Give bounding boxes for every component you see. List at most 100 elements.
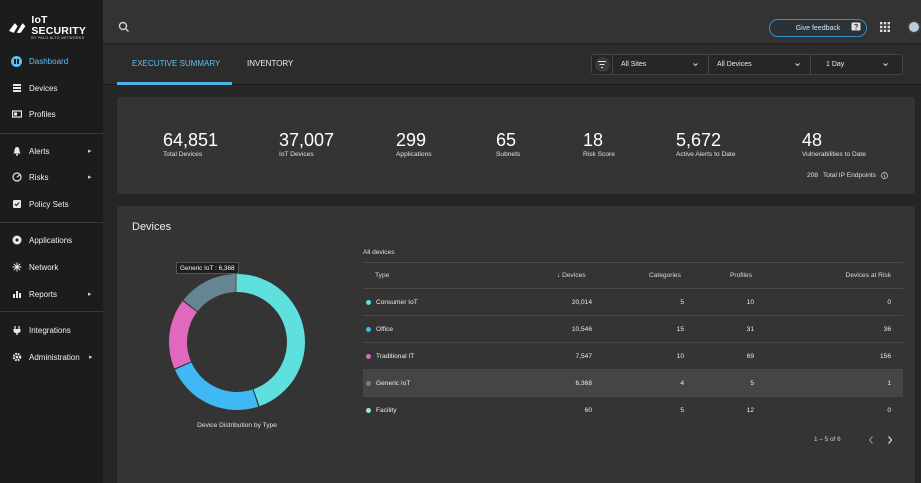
cell-devices: 60: [584, 407, 592, 414]
sidebar-item-devices[interactable]: Devices: [0, 77, 103, 99]
donut-slice-consumer-iot[interactable]: [237, 274, 305, 407]
pagination-range: 1 – 5 of 6: [814, 436, 841, 443]
tab-inventory[interactable]: INVENTORY: [247, 59, 294, 68]
time-range-select[interactable]: 1 Day: [811, 55, 902, 74]
sidebar-item-profiles[interactable]: Profiles: [0, 103, 103, 125]
chevron-down-icon: [795, 63, 800, 67]
cell-type: Facility: [376, 407, 397, 414]
sidebar-divider: [0, 133, 103, 134]
table-row-highlighted[interactable]: Generic IoT 6,368 4 5 1: [363, 370, 903, 397]
cell-type: Office: [376, 326, 394, 333]
legend-dot: [366, 327, 371, 332]
table-row[interactable]: Consumer IoT 20,014 5 10 0: [363, 289, 903, 316]
sidebar-item-label: Profiles: [29, 109, 56, 119]
sidebar-item-network[interactable]: Network: [0, 256, 103, 278]
sidebar-item-applications[interactable]: Applications: [0, 229, 103, 251]
cell-devices-at-risk: 156: [879, 353, 891, 360]
stat-risk-score[interactable]: 18 Risk Score: [583, 131, 615, 158]
integrations-icon: [11, 325, 22, 336]
legend-dot: [366, 300, 371, 305]
sidebar-item-label: Network: [29, 262, 59, 272]
stat-label: Risk Score: [583, 151, 615, 158]
avatar[interactable]: [907, 20, 921, 34]
donut-slice-generic-iot[interactable]: [183, 274, 236, 312]
chevron-right-icon[interactable]: [886, 435, 894, 445]
give-feedback-button[interactable]: Give feedback: [769, 19, 867, 37]
device-type-donut-chart[interactable]: [167, 272, 307, 412]
legend-dot: [366, 381, 371, 386]
cell-profiles: 31: [746, 326, 754, 333]
stat-iot-devices[interactable]: 37,007 IoT Devices: [279, 131, 334, 158]
stat-value: 48: [802, 130, 823, 150]
time-range-select-value: 1 Day: [826, 61, 845, 68]
chart-tooltip: Generic IoT : 6,368: [176, 262, 239, 274]
column-header-type[interactable]: Type: [375, 272, 390, 279]
brand-logo[interactable]: IoT SECURITY BY PALO ALTO NETWORKS: [8, 15, 103, 41]
cell-categories: 4: [680, 380, 684, 387]
stat-value: 65: [496, 130, 517, 150]
stat-applications[interactable]: 299 Applications: [396, 131, 432, 158]
active-tab-indicator: [117, 82, 232, 85]
help-icon[interactable]: [851, 22, 861, 32]
table-row[interactable]: Office 10,546 15 31 36: [363, 316, 903, 343]
cell-categories: 15: [676, 326, 684, 333]
total-ip-endpoints[interactable]: 208 Total IP Endpoints: [807, 172, 888, 179]
column-header-devices-at-risk[interactable]: Devices at Risk: [845, 272, 891, 279]
sidebar-item-label: Reports: [29, 289, 58, 299]
devices-panel-title: Devices: [132, 221, 172, 233]
devices-icon: [11, 83, 22, 94]
search-icon[interactable]: [118, 21, 130, 33]
devices-table: Type ↓ Devices Categories Profiles Devic…: [363, 262, 903, 424]
sidebar: IoT SECURITY BY PALO ALTO NETWORKS Dashb…: [0, 0, 103, 483]
apps-grid-icon[interactable]: [880, 22, 890, 32]
cell-profiles: 12: [746, 407, 754, 414]
legend-dot: [366, 354, 371, 359]
brand-subtitle: BY PALO ALTO NETWORKS: [31, 36, 85, 41]
cell-devices-at-risk: 0: [887, 407, 891, 414]
stat-label: IoT Devices: [279, 151, 314, 158]
info-icon[interactable]: [881, 172, 888, 179]
chevron-left-icon[interactable]: [867, 435, 875, 445]
sidebar-divider: [0, 222, 103, 223]
stat-active-alerts[interactable]: 5,672 Active Alerts to Date: [676, 131, 735, 158]
stat-subnets[interactable]: 65 Subnets: [496, 131, 520, 158]
site-select[interactable]: All Sites: [613, 55, 709, 74]
chevron-right-icon: ▸: [89, 354, 93, 361]
cell-devices-at-risk: 36: [883, 326, 891, 333]
donut-slice-office[interactable]: [174, 362, 259, 410]
stat-label: Applications: [396, 151, 432, 158]
table-row[interactable]: Facility 60 5 12 0: [363, 397, 903, 424]
donut-slice-facility[interactable]: [235, 274, 237, 293]
network-icon: [11, 262, 22, 273]
table-header: Type ↓ Devices Categories Profiles Devic…: [363, 262, 903, 289]
sidebar-item-dashboard[interactable]: Dashboard: [0, 50, 103, 72]
column-header-profiles[interactable]: Profiles: [730, 272, 752, 279]
chevron-right-icon: ▸: [88, 291, 92, 298]
sidebar-item-reports[interactable]: Reports ▸: [0, 283, 103, 305]
top-bar: Give feedback: [103, 0, 921, 44]
sidebar-item-integrations[interactable]: Integrations: [0, 319, 103, 341]
stat-value: 37,007: [279, 130, 335, 150]
cell-categories: 5: [680, 407, 684, 414]
tab-executive-summary[interactable]: EXECUTIVE SUMMARY: [132, 59, 221, 68]
filter-button[interactable]: [592, 55, 613, 74]
table-row[interactable]: Traditional IT 7,547 10 69 156: [363, 343, 903, 370]
stat-total-devices[interactable]: 64,851 Total Devices: [163, 131, 218, 158]
stat-label: Total Devices: [163, 151, 203, 158]
sidebar-item-policy-sets[interactable]: Policy Sets: [0, 193, 103, 215]
donut-slice-traditional-it[interactable]: [169, 301, 198, 369]
sidebar-item-alerts[interactable]: Alerts ▸: [0, 140, 103, 162]
cell-devices-at-risk: 1: [887, 380, 891, 387]
alerts-icon: [11, 146, 22, 157]
risks-icon: [11, 172, 22, 183]
sidebar-item-administration[interactable]: Administration ▸: [0, 346, 103, 368]
sidebar-item-risks[interactable]: Risks ▸: [0, 166, 103, 188]
devices-select[interactable]: All Devices: [709, 55, 811, 74]
sidebar-item-label: Devices: [29, 83, 58, 93]
cell-type: Traditional IT: [376, 353, 415, 360]
column-header-devices[interactable]: ↓ Devices: [557, 272, 586, 279]
stat-vulnerabilities[interactable]: 48 Vulnerabilities to Date: [802, 131, 866, 158]
profiles-icon: [11, 109, 22, 120]
policy-sets-icon: [11, 199, 22, 210]
column-header-categories[interactable]: Categories: [649, 272, 681, 279]
